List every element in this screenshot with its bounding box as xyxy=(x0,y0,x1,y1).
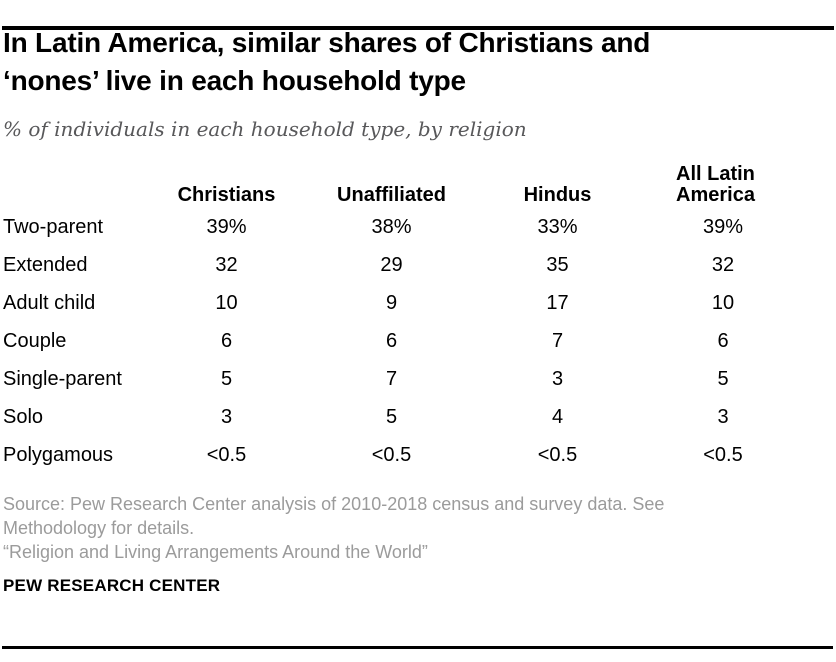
cell-value: 3 xyxy=(551,367,564,390)
column-header-all-latin-america-label: All Latin America xyxy=(676,163,755,206)
column-header-christians: Christians xyxy=(177,184,276,206)
cell-value: 5 xyxy=(220,367,233,390)
cell-value: 39% xyxy=(206,215,247,238)
footnotes: Source: Pew Research Center analysis of … xyxy=(3,492,836,564)
cell-value: <0.5 xyxy=(206,443,247,466)
table-row: Adult child 10 9 17 10 xyxy=(3,284,806,322)
row-label-polygamous: Polygamous xyxy=(3,443,114,466)
cell-value: 5 xyxy=(717,367,729,390)
page-title-line-2: ‘nones’ live in each household type xyxy=(3,65,466,96)
page-title-line-1: In Latin America, similar shares of Chri… xyxy=(3,27,651,58)
data-table: Christians Unaffiliated Hindus All Latin… xyxy=(3,158,806,474)
column-header-all-latin-america: All Latin America xyxy=(640,164,806,208)
cell-value: 17 xyxy=(546,291,569,314)
cell-value: <0.5 xyxy=(703,443,743,466)
cell-value: 29 xyxy=(380,253,403,276)
table-corner-cell xyxy=(3,206,145,208)
top-rule xyxy=(2,26,834,30)
report-graphic: In Latin America, similar shares of Chri… xyxy=(0,24,836,596)
row-label-extended: Extended xyxy=(3,253,88,276)
row-label-single-parent: Single-parent xyxy=(3,367,122,390)
cell-value: 6 xyxy=(220,329,233,352)
cell-value: 7 xyxy=(551,329,564,352)
cell-value: 5 xyxy=(385,405,398,428)
cell-value: 6 xyxy=(717,329,729,352)
cell-value: 9 xyxy=(385,291,398,314)
cell-value: <0.5 xyxy=(537,443,578,466)
cell-value: 7 xyxy=(385,367,398,390)
table-row: Single-parent 5 7 3 5 xyxy=(3,360,806,398)
row-label-two-parent: Two-parent xyxy=(3,215,104,238)
table-row: Polygamous <0.5 <0.5 <0.5 <0.5 xyxy=(3,436,806,474)
source-note-line-2: Methodology for details. xyxy=(3,518,195,538)
page-title: In Latin America, similar shares of Chri… xyxy=(3,24,836,100)
cell-value: 10 xyxy=(215,291,238,314)
table-row: Extended 32 29 35 32 xyxy=(3,246,806,284)
cell-value: 3 xyxy=(717,405,729,428)
cell-value: 32 xyxy=(215,253,238,276)
column-header-hindus: Hindus xyxy=(523,184,592,206)
cell-value: 6 xyxy=(385,329,398,352)
chart-subtitle: % of individuals in each household type,… xyxy=(3,117,527,141)
cell-value: 3 xyxy=(220,405,233,428)
brand-wordmark: PEW RESEARCH CENTER xyxy=(3,576,221,595)
column-header-unaffiliated: Unaffiliated xyxy=(337,184,446,206)
cell-value: 10 xyxy=(711,291,735,314)
source-note-line-1: Source: Pew Research Center analysis of … xyxy=(3,494,665,514)
cell-value: 33% xyxy=(537,215,578,238)
row-label-couple: Couple xyxy=(3,329,67,352)
table-header-row: Christians Unaffiliated Hindus All Latin… xyxy=(3,158,806,208)
table-row: Solo 3 5 4 3 xyxy=(3,398,806,436)
cell-value: 32 xyxy=(711,253,735,276)
cell-value: <0.5 xyxy=(371,443,412,466)
report-title: “Religion and Living Arrangements Around… xyxy=(3,542,428,562)
bottom-rule xyxy=(2,646,833,649)
table-row: Two-parent 39% 38% 33% 39% xyxy=(3,208,806,246)
cell-value: 4 xyxy=(551,405,564,428)
cell-value: 39% xyxy=(702,215,744,238)
row-label-solo: Solo xyxy=(3,405,44,428)
cell-value: 35 xyxy=(546,253,569,276)
table-row: Couple 6 6 7 6 xyxy=(3,322,806,360)
row-label-adult-child: Adult child xyxy=(3,291,96,314)
cell-value: 38% xyxy=(371,215,412,238)
